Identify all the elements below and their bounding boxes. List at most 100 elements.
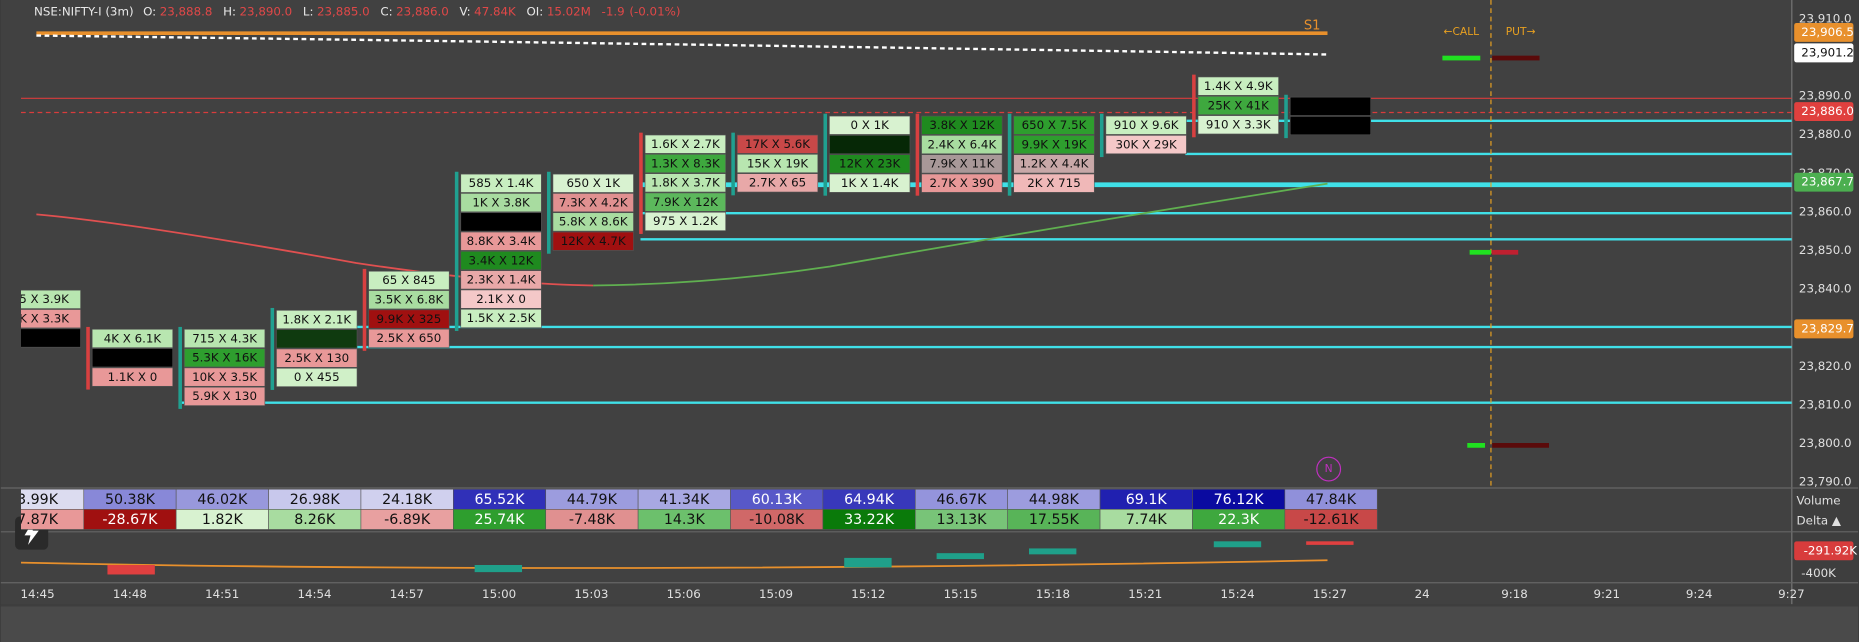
delta-cell-text: -6.89K	[384, 512, 431, 528]
time-label: 14:54	[297, 587, 331, 601]
footprint-text: 8.8K X 3.4K	[467, 234, 536, 248]
volume-cell-text: 46.67K	[936, 492, 987, 508]
footprint-text: 1.4K X 4.9K	[1204, 79, 1273, 93]
footprint-text: 1.6K X 2.7K	[651, 137, 720, 151]
footprint-cell	[1289, 96, 1372, 116]
price-tick-label: 23,790.0	[1799, 475, 1852, 489]
price-tick-label: 23,880.0	[1799, 127, 1852, 141]
footprint-text: 1.5K X 2.5K	[467, 311, 536, 325]
footprint-text: 3.8K X 12K	[929, 118, 994, 132]
footprint-text: 2.7K X 390	[929, 176, 994, 190]
call-bar	[1469, 249, 1491, 255]
overlays	[20, 0, 1792, 575]
footprint-text: 7.9K X 11K	[929, 157, 994, 171]
logo-icon[interactable]	[24, 523, 39, 545]
footprint-text: 1.8K X 3.7K	[651, 176, 720, 190]
footprint-text: 1.3K X 8.3K	[651, 156, 720, 170]
time-label: 9:24	[1686, 587, 1713, 601]
footprint-cell	[368, 290, 450, 310]
footprint-cell	[460, 231, 542, 251]
time-label: 9:27	[1778, 587, 1805, 601]
footprint-cell	[276, 329, 358, 349]
field-value: 15.02M	[547, 4, 591, 18]
candle-wick	[86, 326, 90, 390]
footprint-cell	[644, 192, 726, 212]
footprint-text: 5.9K X 130	[192, 389, 257, 403]
time-label: 15:18	[1036, 587, 1070, 601]
footprint-text: 910 X 9.6K	[1114, 118, 1179, 132]
footprint-text: 9.9K X 19K	[1021, 137, 1086, 151]
delta-cell-text: -28.67K	[102, 512, 158, 528]
footprint-text: 9.9K X 325	[377, 312, 442, 326]
footprint-text: 5.3K X 16K	[192, 351, 257, 365]
candle-wick	[1192, 74, 1196, 138]
delta-cell-text: -10.08K	[749, 512, 805, 528]
candle-wick	[362, 268, 367, 351]
lower-bar	[1306, 541, 1354, 545]
footprint-text: 2.1K X 0	[476, 292, 526, 306]
footprint-cell	[552, 231, 634, 251]
footprint-cell	[460, 173, 542, 193]
footprint-cell	[736, 173, 819, 193]
news-icon[interactable]	[1316, 456, 1342, 482]
dashed-line	[36, 34, 1328, 56]
call-label: ←CALL	[1444, 25, 1480, 38]
time-label: 15:24	[1221, 587, 1255, 601]
footprint-text: 1.2K X 4.4K	[1020, 157, 1089, 171]
footprint-text: 4K X 6.1K	[104, 331, 162, 345]
delta-cell-text: 13.13K	[936, 512, 987, 528]
candle-wick	[731, 132, 735, 196]
footprint-cell	[460, 270, 542, 290]
footprint-cell	[644, 211, 726, 231]
volume-cell-text: 60.13K	[752, 492, 803, 508]
footprint-cell	[460, 308, 542, 328]
put-bar	[1492, 55, 1540, 61]
price-tag	[1794, 102, 1854, 122]
price-tag	[1794, 22, 1854, 42]
call-bar	[1442, 55, 1481, 61]
time-label: 24	[1415, 587, 1430, 601]
delta-cell-text: 7.87K	[17, 512, 59, 528]
footprint-cell	[1197, 76, 1279, 96]
footprint-cell	[1013, 173, 1095, 193]
field-value: 23,890.0	[240, 4, 293, 18]
footprint-cell	[921, 173, 1003, 193]
price-tag-label: 23,901.2	[1801, 45, 1854, 59]
volume-cell-text: 50.38K	[105, 492, 156, 508]
candle-wick	[178, 326, 182, 409]
footprint-text: 30K X 29K	[1116, 137, 1177, 151]
volume-cell-text: 65.52K	[475, 492, 526, 508]
footprint-cell	[460, 212, 542, 232]
field-value: 23,885.0	[317, 4, 370, 18]
field-value: 23,888.8	[160, 4, 213, 18]
volume-delta: 3.99K 50.38K 46.02K 26.98K 24.18K 65.52K 44.79…	[17, 488, 1378, 530]
footprint-cell	[460, 289, 542, 309]
field-value: 23,886.0	[396, 4, 449, 18]
footprint-cell	[91, 328, 174, 348]
field-value: 47.84K	[474, 4, 516, 18]
lower-bar	[844, 557, 892, 568]
field-key: O:	[143, 4, 156, 18]
footprint-text: 0 X 1K	[850, 118, 889, 132]
price-tick-label: 23,890.0	[1799, 89, 1852, 103]
footprint-cell	[91, 367, 174, 387]
candle-wick	[547, 171, 551, 254]
lower-bar	[1028, 548, 1077, 555]
price-tag-label: 23,867.7	[1801, 175, 1854, 189]
footprint: 45 X 3.9K 1K X 3.3K 4K X 6.1K 1.1K X 0 715 X…	[20, 74, 1372, 409]
footprint-text: 65 X 845	[382, 273, 435, 287]
price-tick-label: 23,800.0	[1799, 436, 1852, 450]
delta-cell-text: 8.26K	[294, 512, 336, 528]
news-label[interactable]: N	[1325, 462, 1333, 475]
footprint-cell	[20, 309, 81, 329]
price-tick-label: 23,850.0	[1799, 243, 1852, 257]
price-tick-label: 23,820.0	[1799, 359, 1852, 373]
field-key: OI:	[526, 4, 543, 18]
volume-cell-text: 69.1K	[1126, 492, 1168, 508]
lower-bars	[107, 541, 1354, 575]
ma-green	[593, 182, 1328, 287]
footprint-text: 7.9K X 12K	[653, 195, 718, 209]
volume-cell-text: 44.79K	[567, 492, 618, 508]
lower-line	[20, 559, 1328, 569]
time-label: 15:15	[944, 587, 978, 601]
